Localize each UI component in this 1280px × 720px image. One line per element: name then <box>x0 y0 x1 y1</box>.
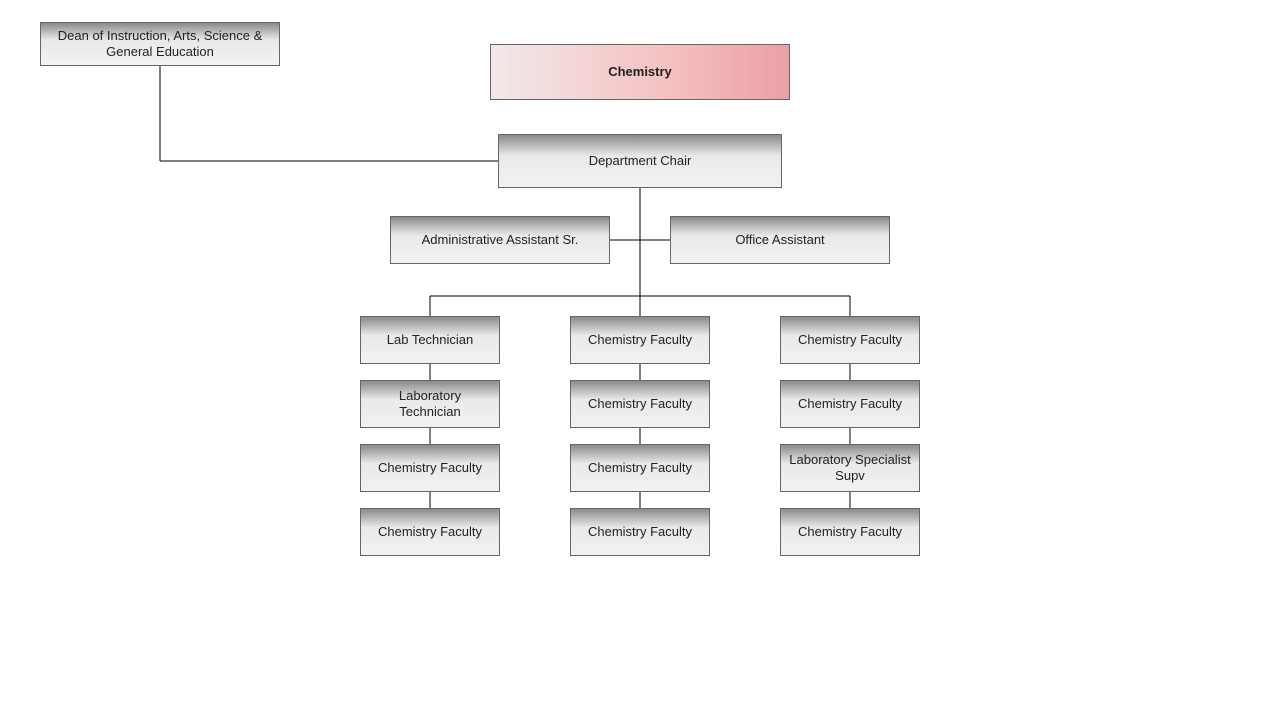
node-label: Chemistry Faculty <box>588 460 692 476</box>
node-c2r4: Chemistry Faculty <box>570 508 710 556</box>
node-label: Chemistry Faculty <box>798 332 902 348</box>
node-c1r4: Chemistry Faculty <box>360 508 500 556</box>
node-c3r3: Laboratory Specialist Supv <box>780 444 920 492</box>
node-label: Chemistry Faculty <box>588 524 692 540</box>
node-label: Chemistry Faculty <box>588 332 692 348</box>
node-c1r2: Laboratory Technician <box>360 380 500 428</box>
node-label: Dean of Instruction, Arts, Science & Gen… <box>47 28 273 61</box>
node-c2r1: Chemistry Faculty <box>570 316 710 364</box>
node-c2r3: Chemistry Faculty <box>570 444 710 492</box>
node-office: Office Assistant <box>670 216 890 264</box>
node-label: Chemistry Faculty <box>378 524 482 540</box>
node-label: Chemistry Faculty <box>588 396 692 412</box>
node-label: Chemistry Faculty <box>798 524 902 540</box>
node-label: Department Chair <box>589 153 692 169</box>
node-label: Administrative Assistant Sr. <box>422 232 579 248</box>
node-chair: Department Chair <box>498 134 782 188</box>
node-admin: Administrative Assistant Sr. <box>390 216 610 264</box>
node-c1r1: Lab Technician <box>360 316 500 364</box>
node-dean: Dean of Instruction, Arts, Science & Gen… <box>40 22 280 66</box>
node-c3r2: Chemistry Faculty <box>780 380 920 428</box>
node-title: Chemistry <box>490 44 790 100</box>
node-label: Office Assistant <box>735 232 824 248</box>
node-c3r1: Chemistry Faculty <box>780 316 920 364</box>
node-label: Chemistry Faculty <box>798 396 902 412</box>
node-label: Chemistry <box>608 64 672 80</box>
node-label: Lab Technician <box>387 332 474 348</box>
node-c2r2: Chemistry Faculty <box>570 380 710 428</box>
node-c3r4: Chemistry Faculty <box>780 508 920 556</box>
node-label: Laboratory Specialist Supv <box>787 452 913 485</box>
node-label: Laboratory Technician <box>367 388 493 421</box>
node-c1r3: Chemistry Faculty <box>360 444 500 492</box>
node-label: Chemistry Faculty <box>378 460 482 476</box>
